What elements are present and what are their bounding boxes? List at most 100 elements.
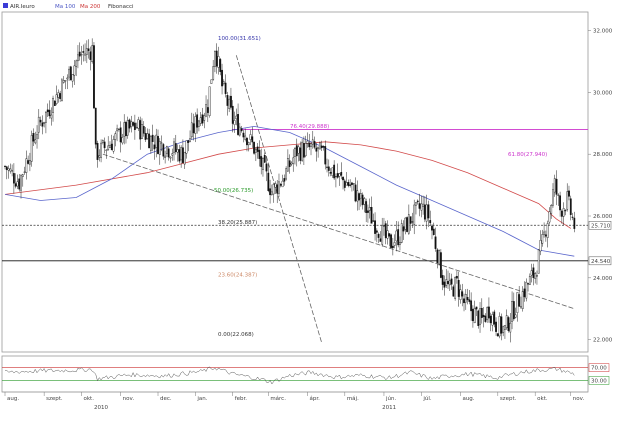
candle-down	[269, 188, 271, 196]
legend-ma1: Ma 100	[55, 4, 76, 10]
candle-up	[11, 170, 14, 172]
candle-down	[518, 294, 521, 307]
candle-down	[196, 114, 199, 128]
candle-down	[237, 114, 239, 135]
candle-down	[463, 298, 465, 304]
candle-down	[308, 142, 311, 148]
candle-up	[448, 280, 451, 286]
month-label: jún.	[385, 395, 396, 402]
month-label: júl.	[422, 395, 432, 402]
candle-down	[39, 119, 42, 123]
candle-up	[359, 193, 362, 199]
last-price-label: 25.710	[591, 223, 611, 229]
candle-down	[527, 283, 529, 285]
candle-down	[94, 107, 97, 145]
candle-up	[45, 111, 47, 123]
candle-down	[493, 311, 496, 325]
candle-up	[185, 140, 188, 154]
candle-up	[233, 120, 236, 125]
candle-down	[365, 201, 368, 213]
candle-down	[564, 210, 567, 212]
candle-down	[78, 51, 81, 57]
candle-down	[12, 173, 15, 184]
candle-down	[132, 122, 134, 126]
month-label: aug.	[7, 396, 19, 402]
candle-down	[489, 315, 492, 324]
candle-down	[4, 165, 6, 167]
candle-down	[367, 210, 369, 213]
candle-up	[23, 171, 26, 173]
candle-down	[333, 164, 336, 179]
candle-down	[488, 306, 490, 319]
candle-up	[180, 147, 183, 161]
candle-up	[171, 153, 174, 156]
candle-up	[176, 149, 179, 153]
price-tick-label: 22.000	[593, 338, 613, 344]
candle-down	[110, 143, 113, 151]
month-label: szept.	[500, 396, 517, 402]
legend-ticker: AIR.Ieuro	[10, 4, 35, 10]
candle-up	[530, 270, 533, 276]
fib-level-label: 100.00(31.651)	[218, 36, 261, 42]
candle-up	[294, 147, 296, 157]
candle-up	[331, 167, 334, 176]
candle-down	[512, 301, 515, 320]
candle-up	[319, 142, 321, 150]
candle-up	[68, 68, 70, 78]
candle-up	[190, 122, 193, 138]
candle-down	[89, 51, 92, 60]
fibonacci-levels: 100.00(31.651) 76.40(29.888) 61.80(27.940)…	[2, 36, 588, 338]
candle-up	[29, 160, 31, 165]
candle-up	[98, 155, 101, 158]
candle-up	[310, 143, 312, 147]
price-panel-border	[1, 11, 589, 353]
candle-down	[409, 216, 412, 224]
candle-down	[397, 229, 400, 246]
candle-down	[427, 204, 430, 219]
candle-up	[25, 158, 28, 173]
candle-down	[496, 333, 499, 337]
candle-down	[406, 217, 408, 232]
candle-up	[368, 207, 371, 211]
candle-up	[363, 198, 366, 205]
candle-up	[552, 189, 554, 206]
candle-down	[349, 184, 352, 186]
candle-up	[30, 135, 33, 162]
candle-up	[91, 45, 94, 63]
candle-up	[173, 141, 175, 153]
candle-up	[210, 79, 213, 84]
candle-down	[480, 308, 483, 318]
candle-down	[242, 132, 245, 138]
candle-up	[247, 142, 250, 146]
candle-down	[151, 134, 154, 142]
candle-up	[64, 80, 67, 82]
candle-up	[228, 98, 231, 109]
candle-up	[116, 128, 118, 132]
candle-up	[352, 183, 355, 185]
month-label: okt.	[84, 396, 95, 402]
candle-down	[32, 133, 35, 142]
candle-down	[568, 190, 570, 197]
candle-up	[262, 158, 264, 170]
candle-up	[562, 208, 565, 217]
candle-up	[511, 301, 513, 322]
candle-down	[215, 50, 218, 67]
legend-fibonacci: Fibonacci	[108, 4, 134, 10]
candle-up	[502, 326, 505, 333]
candle-down	[418, 203, 421, 209]
candle-up	[121, 137, 124, 144]
candle-down	[354, 184, 357, 202]
month-label: márc.	[270, 395, 286, 402]
candle-up	[146, 133, 149, 139]
candle-down	[388, 233, 391, 237]
candle-down	[69, 66, 72, 81]
month-label: szept.	[46, 396, 63, 402]
candle-down	[336, 173, 339, 178]
candle-up	[21, 174, 24, 177]
candle-down	[295, 145, 298, 157]
candle-down	[187, 140, 190, 143]
candle-down	[555, 178, 558, 195]
trendlines	[102, 55, 575, 343]
candle-up	[50, 114, 53, 119]
